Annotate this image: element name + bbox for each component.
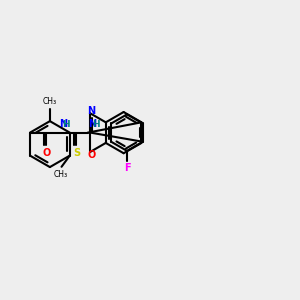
Text: N: N <box>88 119 96 129</box>
Text: N: N <box>88 106 96 116</box>
Text: S: S <box>73 148 80 158</box>
Text: H: H <box>62 120 70 129</box>
Text: CH₃: CH₃ <box>43 98 57 106</box>
Text: O: O <box>42 148 51 158</box>
Text: F: F <box>124 163 130 173</box>
Text: H: H <box>92 120 100 129</box>
Text: N: N <box>59 119 67 129</box>
Text: CH₃: CH₃ <box>53 170 68 179</box>
Text: O: O <box>88 150 96 160</box>
